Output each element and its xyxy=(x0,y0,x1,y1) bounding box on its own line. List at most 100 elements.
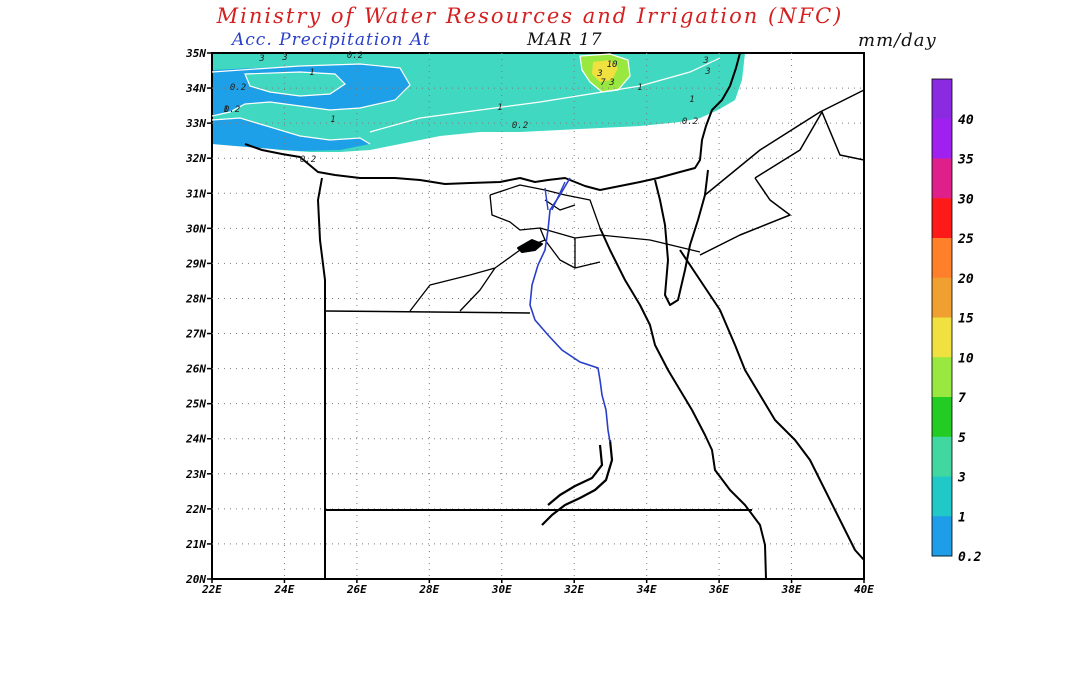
longitude-label: 22E xyxy=(201,583,222,596)
latitude-label: 30N xyxy=(185,222,206,235)
contour-label: 1 xyxy=(637,83,642,93)
latitude-label: 20N xyxy=(185,573,206,586)
contour-line xyxy=(369,57,721,133)
longitude-label: 24E xyxy=(274,583,295,596)
colorbar-swatch xyxy=(932,397,952,438)
map-title: Ministry of Water Resources and Irrigati… xyxy=(216,4,844,28)
colorbar-label: 35 xyxy=(957,153,974,168)
colorbar-label: 25 xyxy=(957,232,974,247)
colorbar-swatch xyxy=(932,476,952,517)
colorbar-swatch xyxy=(932,516,952,557)
contour-label: 0.2 xyxy=(230,83,246,93)
latitude-label: 35N xyxy=(185,47,206,60)
longitude-label: 30E xyxy=(491,583,512,596)
colorbar-swatch xyxy=(932,277,952,318)
contour-label: 0.2 xyxy=(682,117,698,127)
colorbar-label: 3 xyxy=(957,471,966,486)
colorbar: 40 35 30 25 20 15 10 7 5 3 1 0.2 xyxy=(931,78,982,565)
nile-delta-branch xyxy=(544,181,566,211)
colorbar-label: 30 xyxy=(957,192,974,207)
lake-nasser xyxy=(541,439,614,526)
latitude-label: 22N xyxy=(185,503,206,516)
colorbar-label: 15 xyxy=(958,312,974,327)
latitude-label: 29N xyxy=(185,257,206,270)
contour-label: 7 xyxy=(600,78,606,88)
red-sea-east-coast xyxy=(679,249,865,561)
colorbar-label: 20 xyxy=(957,272,974,287)
plot-frame xyxy=(211,52,865,580)
contour-line xyxy=(212,63,411,117)
colorbar-swatch xyxy=(932,238,952,279)
contour-label: 1 xyxy=(309,68,314,78)
arabia-border-1 xyxy=(704,89,865,196)
red-sea-west-coast xyxy=(599,227,767,580)
precip-area-inner xyxy=(245,72,345,96)
colorbar-label: 7 xyxy=(958,391,966,406)
longitude-label: 28E xyxy=(418,583,439,596)
colorbar-label: 5 xyxy=(958,431,966,446)
map-date: MAR 17 xyxy=(527,30,603,50)
latitude-label: 28N xyxy=(185,292,206,305)
colorbar-swatch xyxy=(932,158,952,199)
longitude-label: 26E xyxy=(346,583,367,596)
nile-river xyxy=(529,177,611,443)
governorate-lines xyxy=(409,184,701,312)
colorbar-label: 10 xyxy=(958,351,974,366)
latitude-label: 27N xyxy=(185,328,206,341)
internal-line-27n xyxy=(324,310,531,314)
contour-label: 0.2 xyxy=(347,51,363,61)
latitude-label: 21N xyxy=(185,538,206,551)
longitude-label: 38E xyxy=(781,583,802,596)
map-subtitle: Acc. Precipitation At xyxy=(232,30,431,50)
latitude-label: 25N xyxy=(185,398,206,411)
contour-label: 1 xyxy=(497,103,502,113)
colorbar-swatch xyxy=(932,118,952,159)
contour-label: 3 xyxy=(596,69,602,79)
arabia-border-2 xyxy=(754,111,865,179)
contour-label: 3 xyxy=(281,53,287,63)
latitude-label: 26N xyxy=(185,363,206,376)
contour-lines xyxy=(212,53,721,145)
contour-label: 1 xyxy=(330,115,335,125)
contour-label: 3 xyxy=(608,78,614,88)
latitude-label: 34N xyxy=(185,82,206,95)
colorbar-label: 0.2 xyxy=(958,550,982,565)
contour-line xyxy=(579,53,631,93)
precip-area-peak xyxy=(592,60,618,82)
precip-area-coast xyxy=(212,118,370,151)
contour-label: 10 xyxy=(607,60,618,70)
colorbar-swatch xyxy=(932,357,952,398)
contour-label: 1 xyxy=(223,105,228,115)
colorbar-swatch xyxy=(932,317,952,358)
latitude-label: 32N xyxy=(185,152,206,165)
contour-line xyxy=(212,117,371,145)
contour-line xyxy=(244,71,346,97)
north-coastline xyxy=(244,52,741,191)
latitude-label: 23N xyxy=(185,468,206,481)
longitude-label: 32E xyxy=(563,583,584,596)
contour-label: 0.2 xyxy=(512,121,528,131)
latitude-label: 24N xyxy=(185,433,206,446)
longitude-label: 40E xyxy=(854,583,874,596)
colorbar-frame xyxy=(931,78,953,557)
grid-lines xyxy=(212,53,864,579)
map-boundaries xyxy=(244,52,865,580)
latitude-label: 31N xyxy=(185,187,206,200)
longitude-labels: 22E 24E 26E 28E 30E 32E 34E 36E 38E 40E xyxy=(201,579,874,596)
contour-label: 0.2 xyxy=(300,155,316,165)
west-border xyxy=(317,177,326,579)
longitude-label: 34E xyxy=(636,583,657,596)
contour-label: 3 xyxy=(704,67,710,77)
contour-label: 3 xyxy=(258,54,264,64)
contour-label: 3 xyxy=(702,56,708,66)
sinai-coast xyxy=(654,169,709,306)
lake-qarun xyxy=(517,239,543,253)
contour-label: 0.2 xyxy=(224,105,240,115)
colorbar-swatch xyxy=(932,198,952,239)
colorbar-swatch xyxy=(932,79,952,120)
latitude-labels: 35N 34N 33N 32N 31N 30N 29N 28N 27N 26N 25N 24N 23N 2… xyxy=(185,47,212,586)
contour-label: 1 xyxy=(689,95,694,105)
arabia-border-3 xyxy=(699,177,791,256)
